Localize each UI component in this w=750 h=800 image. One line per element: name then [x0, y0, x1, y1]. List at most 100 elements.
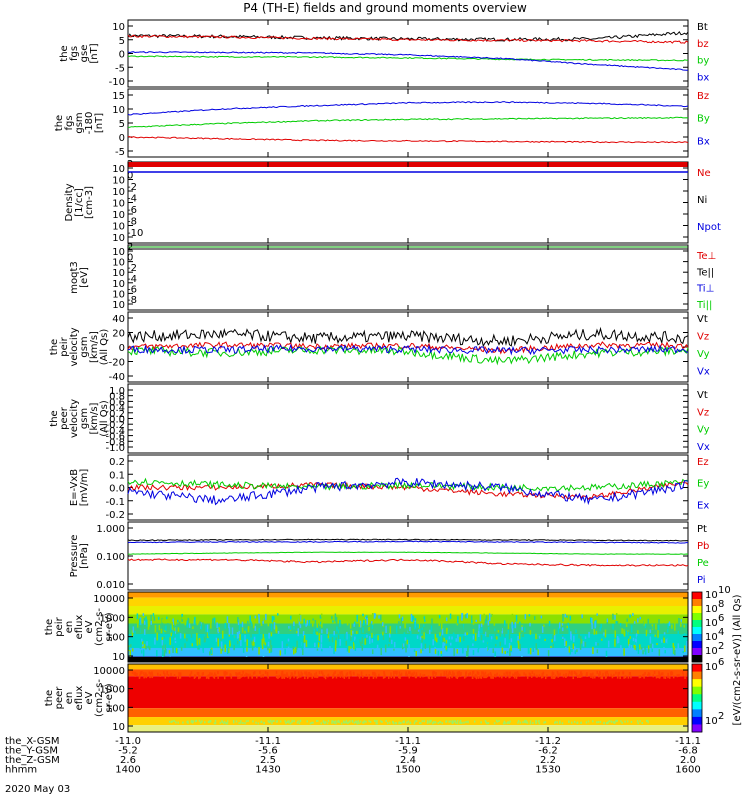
spectrogram-cell: [591, 623, 593, 630]
spectrogram-cell: [408, 651, 410, 658]
spectrogram-cell: [398, 671, 401, 675]
spectrogram-cell: [238, 630, 240, 639]
spectrogram-cell: [644, 651, 647, 655]
spectrogram-cell: [318, 644, 320, 652]
spectrogram-cell: [678, 673, 680, 677]
spectrogram-cell: [233, 644, 235, 651]
spectrogram-cell: [271, 722, 273, 725]
y-axis-label: the peer en eflux eV (cm2-s-sr-eV): [44, 679, 115, 717]
spectrogram-cell: [153, 650, 156, 654]
spectrogram-cell: [169, 649, 171, 657]
spectrogram-cell: [310, 673, 312, 677]
legend-entry: Te⊥: [696, 251, 716, 262]
spectrogram-cell: [251, 675, 253, 679]
spectrogram-cell: [240, 640, 242, 647]
y-tick-label: 10: [112, 722, 125, 733]
spectrogram-cell: [172, 646, 174, 654]
spectrogram-cell: [434, 721, 437, 724]
spectrogram-cell: [349, 720, 351, 723]
series-line-pb: [127, 558, 689, 567]
legend-entry: Vt: [697, 390, 708, 401]
spectrogram-cell: [596, 670, 599, 674]
spectrogram-cell: [207, 674, 209, 678]
ephemeris-value: -11.1: [255, 736, 281, 747]
spectrogram-cell: [575, 629, 577, 634]
spectrogram-cell: [518, 632, 521, 640]
spectrogram-cell: [390, 675, 393, 679]
spectrogram-cell: [400, 672, 403, 676]
spectrogram-cell: [316, 674, 319, 678]
y-axis-label-line: [km/s]: [89, 402, 100, 434]
spectrogram-cell: [629, 648, 631, 657]
spectrogram-cell: [647, 648, 650, 653]
y-tick-label: 0.8: [109, 392, 125, 403]
spectrogram-cell: [140, 650, 143, 654]
spectrogram-cell: [535, 643, 537, 650]
spectrogram-cell: [568, 627, 570, 635]
spectrogram-cell: [293, 720, 295, 723]
spectrogram-cell: [597, 721, 600, 724]
spectrogram-cell: [637, 646, 640, 654]
spectrogram-cell: [207, 632, 209, 638]
spectrogram-cell: [672, 647, 675, 653]
spectrogram-cell: [211, 672, 213, 676]
spectrogram-cell: [293, 621, 295, 627]
spectrogram-cell: [465, 720, 467, 723]
y-axis-label-line: gsm: [79, 408, 90, 429]
spectrogram-cell: [359, 620, 362, 628]
colorbar-frame: [691, 591, 703, 663]
spectrogram-cell: [318, 633, 321, 642]
y-axis-label-line: eflux: [74, 615, 85, 640]
spectrogram-cell: [312, 721, 314, 724]
ephemeris-row-label: the_Z-GSM: [5, 755, 60, 766]
spectrogram-cell: [627, 651, 629, 654]
spectrogram-cell: [668, 621, 671, 626]
colorbar-segment: [692, 627, 702, 635]
ephemeris-value: -6.8: [678, 746, 698, 757]
spectrogram-cell: [343, 675, 346, 679]
spectrogram-cell: [510, 645, 512, 651]
spectrogram-cell: [486, 647, 488, 653]
spectrogram-cell: [372, 672, 374, 676]
spectrogram-cell: [292, 646, 295, 651]
colorbar-segment: [692, 655, 702, 663]
spectrogram-cell: [507, 629, 509, 638]
spectrogram-cell: [537, 649, 539, 656]
spectrogram-cell: [358, 622, 361, 627]
y-axis-label: moqt3 [eV]: [69, 261, 90, 294]
y-tick-label: 10: [112, 199, 125, 210]
spectrogram-cell: [657, 674, 660, 678]
spectrogram-cell: [441, 622, 443, 630]
spectrogram-cell: [559, 672, 561, 676]
spectrogram-cell: [472, 621, 475, 625]
spectrogram-cell: [273, 616, 275, 621]
spectrogram-cell: [459, 721, 461, 724]
spectrogram-cell: [309, 722, 312, 725]
spectrogram-cell: [573, 646, 576, 651]
spectrogram-cell: [388, 721, 391, 724]
spectrogram-cell: [226, 671, 228, 675]
spectrogram-cell: [224, 673, 226, 677]
spectrogram-cell: [279, 650, 282, 656]
spectrogram-cell: [499, 641, 502, 647]
spectrogram-cell: [670, 671, 672, 675]
spectrogram-cell: [358, 673, 360, 677]
spectrogram-cell: [302, 638, 305, 644]
spectrogram-cell: [480, 674, 483, 678]
spectrogram-cell: [290, 615, 292, 620]
spectrogram-cell: [573, 720, 576, 723]
y-tick-label: -0.4: [105, 426, 125, 437]
spectrogram-band: [128, 708, 688, 718]
spectrogram-band: [128, 606, 688, 615]
spectrogram-cell: [420, 643, 423, 650]
spectrogram-cell: [148, 620, 151, 627]
spectrogram-cell: [467, 648, 469, 657]
spectrogram-cell: [522, 633, 525, 638]
y-tick-label: 10: [112, 279, 125, 290]
spectrogram-cell: [339, 672, 342, 676]
spectrogram-cell: [418, 622, 420, 629]
spectrogram-cell: [672, 675, 675, 679]
spectrogram-cell: [655, 632, 657, 637]
spectrogram-cell: [641, 646, 643, 650]
